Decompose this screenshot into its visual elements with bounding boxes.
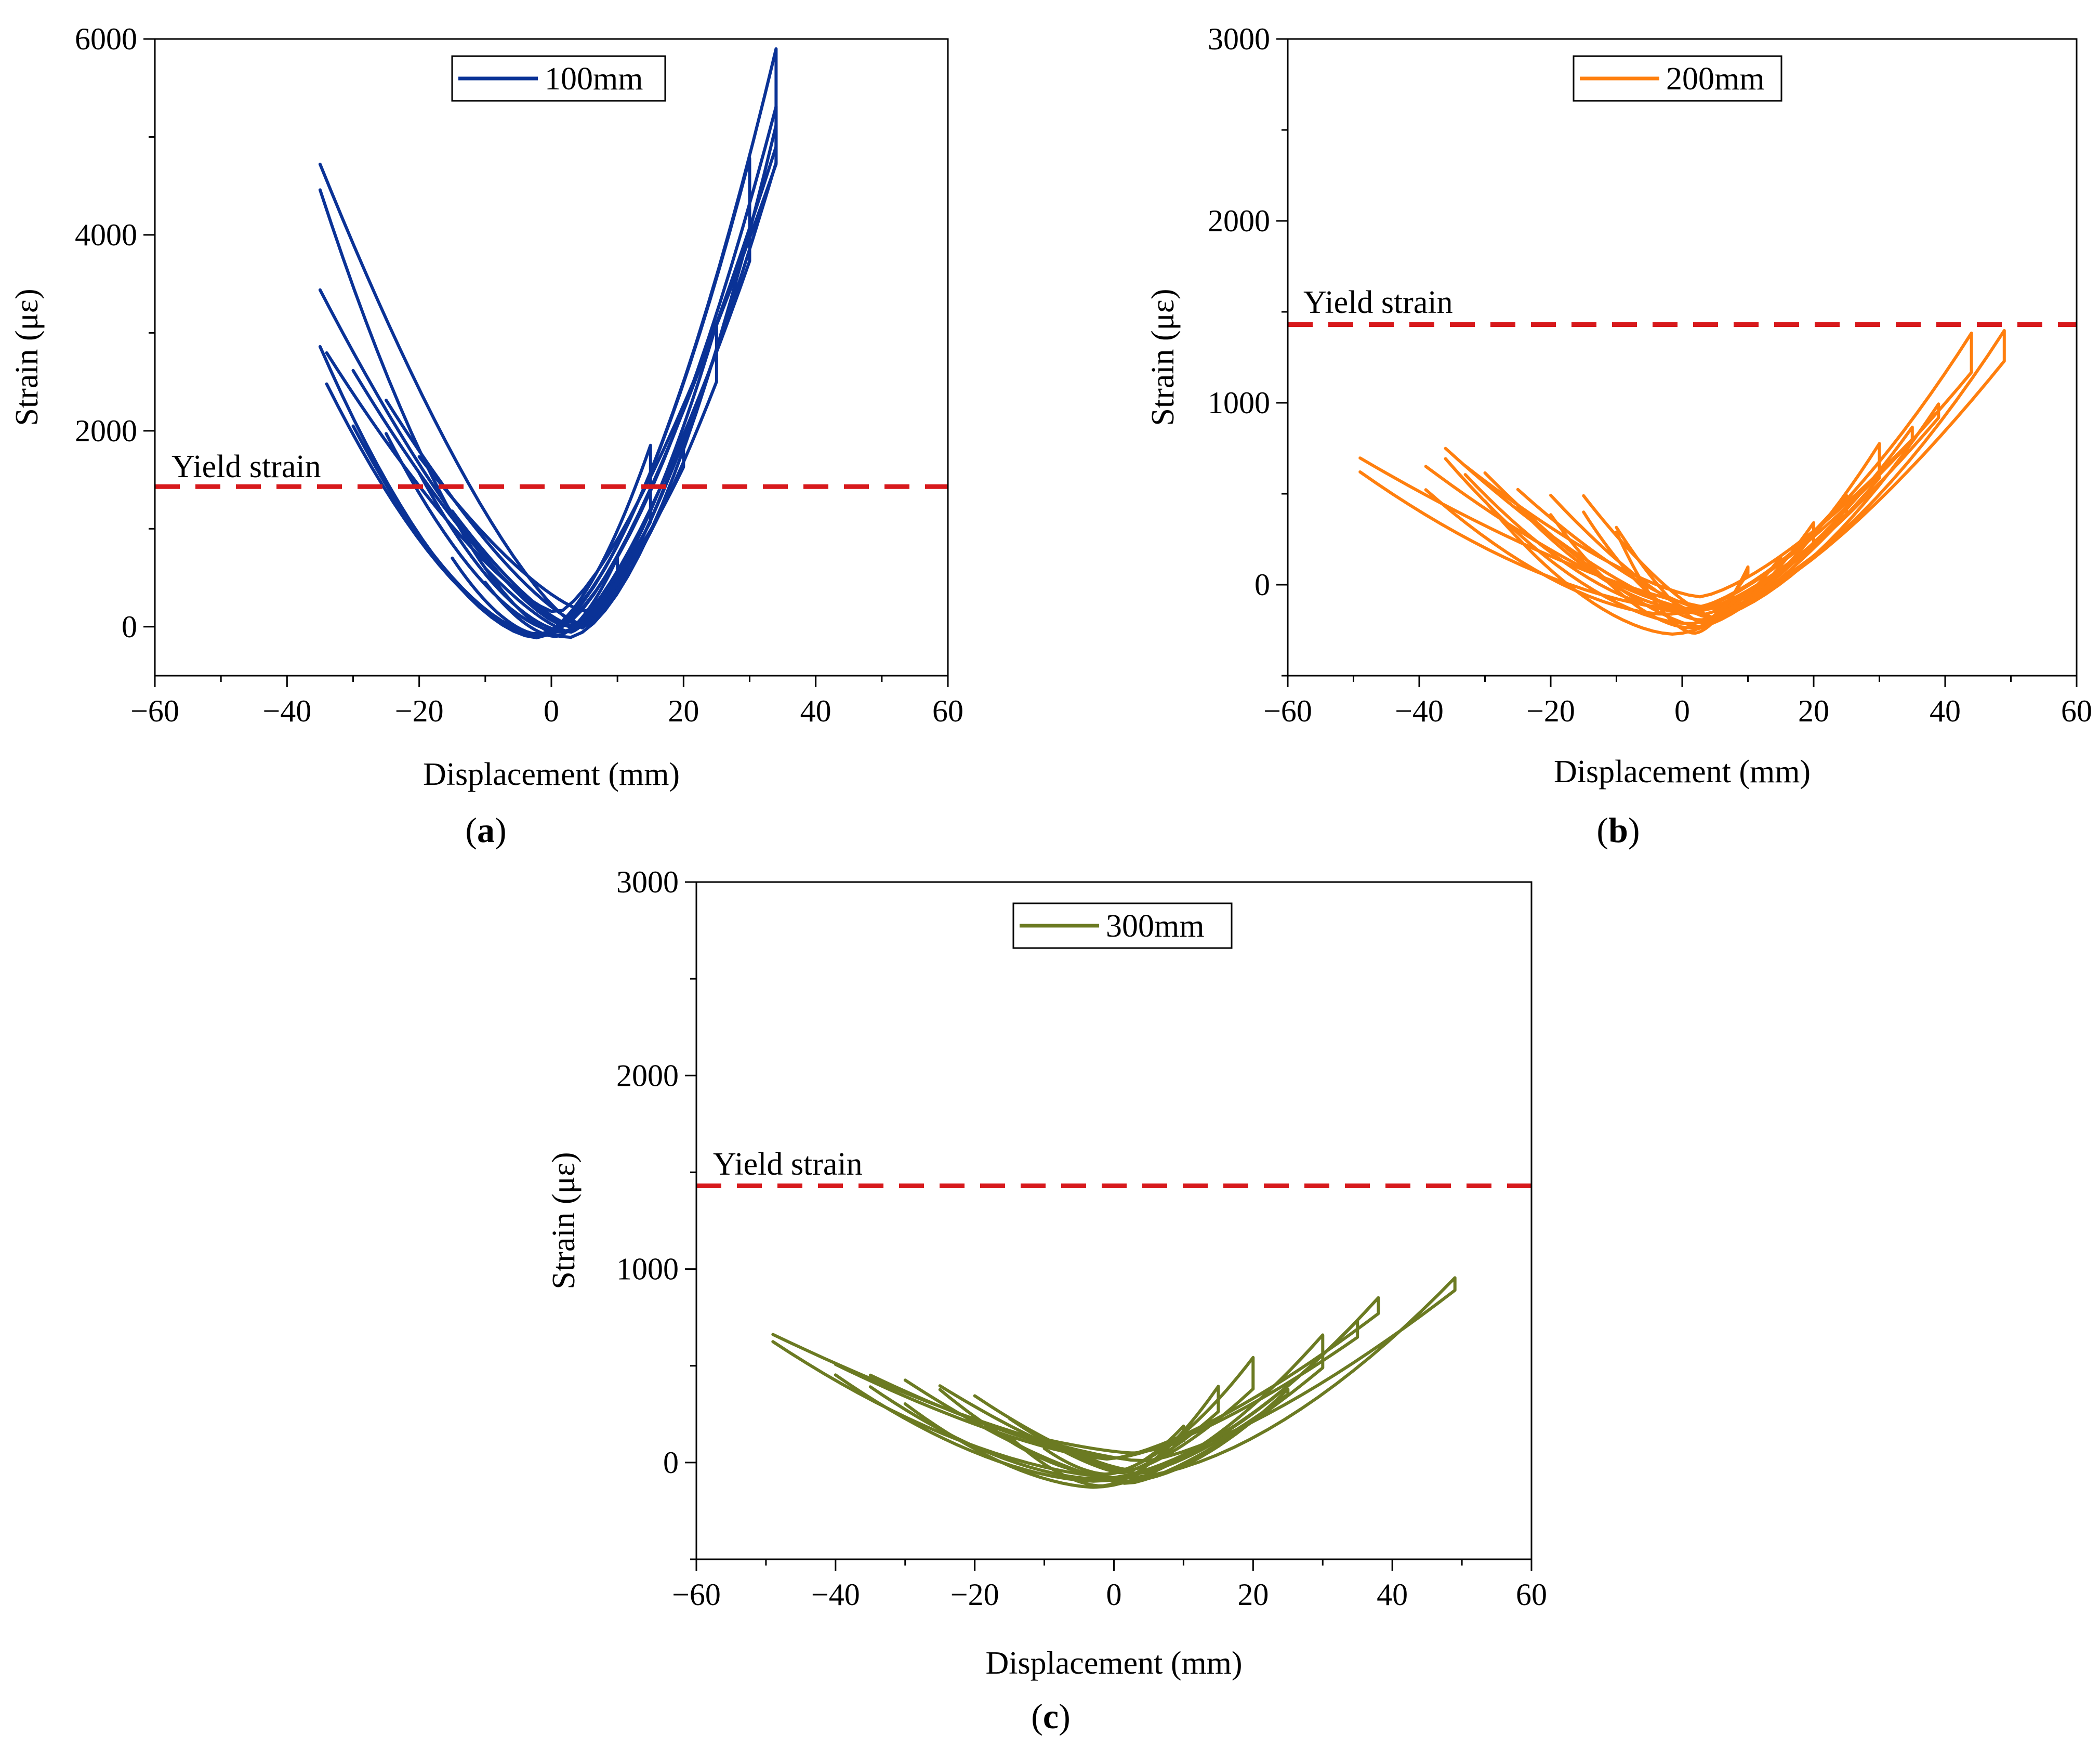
hysteresis-loop <box>1358 329 2006 612</box>
hysteresis-loop <box>1042 1424 1185 1476</box>
x-tick-label: −20 <box>395 694 444 728</box>
y-tick-label: 4000 <box>75 218 137 252</box>
y-tick-label: 1000 <box>616 1252 679 1286</box>
panel-b-x-axis-label: Displacement (mm) <box>1554 754 1811 790</box>
panel-c-curves <box>771 1276 1457 1489</box>
x-tick-label: −20 <box>1526 694 1575 728</box>
panel-b-yield-label: Yield strain <box>1303 285 1453 320</box>
y-tick-label: 6000 <box>75 22 137 56</box>
hysteresis-loop <box>483 556 619 638</box>
panel-c-caption-letter: c <box>1043 1697 1059 1736</box>
hysteresis-loop <box>1516 488 1848 611</box>
x-tick-label: 60 <box>932 694 963 728</box>
y-tick-label: 1000 <box>1208 386 1270 420</box>
y-tick-label: 2000 <box>75 414 137 448</box>
hysteresis-loop <box>868 1319 1359 1481</box>
x-tick-label: −60 <box>130 694 179 728</box>
x-tick-label: 60 <box>2061 694 2092 728</box>
panel-a-x-axis-label: Displacement (mm) <box>423 757 680 792</box>
y-tick-label: 0 <box>1254 568 1270 602</box>
x-tick-label: 40 <box>800 694 831 728</box>
panel-a-ticks: −60 −40 −20 0 20 40 60 0 2000 4000 6000 <box>75 22 963 728</box>
y-tick-label: 0 <box>663 1445 679 1480</box>
hysteresis-loop <box>417 434 685 634</box>
x-tick-label: 40 <box>1377 1577 1408 1612</box>
panel-c-ticks: −60 −40 −20 0 20 40 60 0 1000 2000 3000 <box>616 865 1547 1612</box>
x-tick-label: 40 <box>1930 694 1961 728</box>
panel-b-caption: (b) <box>1596 810 1640 850</box>
hysteresis-loop <box>973 1356 1255 1476</box>
x-tick-label: −40 <box>262 694 311 728</box>
panel-c: Yield strain −60 −40 −20 0 20 40 60 0 1000 2000 30… <box>546 865 1547 1736</box>
y-tick-label: 3000 <box>1208 22 1270 56</box>
panel-c-y-axis-label: Strain (με) <box>546 1152 582 1289</box>
x-tick-label: −40 <box>1395 694 1444 728</box>
x-tick-label: 0 <box>1674 694 1690 728</box>
x-tick-label: 0 <box>1106 1577 1122 1612</box>
panel-c-legend-label: 300mm <box>1106 909 1204 944</box>
y-tick-label: 2000 <box>616 1058 679 1093</box>
panel-c-legend: 300mm <box>1012 902 1233 949</box>
panel-b-curves <box>1358 329 2006 636</box>
panel-b-caption-letter: b <box>1608 810 1628 850</box>
hysteresis-loop <box>351 156 751 636</box>
hysteresis-loop <box>318 124 778 639</box>
panel-b-legend-label: 200mm <box>1666 61 1764 97</box>
x-tick-label: −60 <box>1263 694 1312 728</box>
x-tick-label: −40 <box>811 1577 860 1612</box>
hysteresis-loop <box>771 1276 1457 1480</box>
hysteresis-loop <box>1008 1385 1220 1488</box>
panel-a-yield-label: Yield strain <box>171 449 321 484</box>
x-tick-label: 0 <box>544 694 559 728</box>
panel-b-y-axis-label: Strain (με) <box>1145 288 1181 426</box>
panel-a-legend-label: 100mm <box>545 61 643 97</box>
x-tick-label: −60 <box>672 1577 721 1612</box>
hysteresis-loop <box>1615 525 1750 635</box>
y-tick-label: 0 <box>122 610 137 644</box>
panel-b-plot-frame <box>1287 38 2078 677</box>
x-tick-label: 20 <box>1798 694 1829 728</box>
panel-b: Yield strain −60 −40 −20 0 20 40 60 0 1000 2000 30… <box>1145 22 2092 850</box>
x-tick-label: 20 <box>668 694 699 728</box>
panel-a: Yield strain −60 −40 −20 0 20 40 60 0 2000 4000 60… <box>9 22 963 850</box>
panel-b-legend: 200mm <box>1573 55 1782 102</box>
y-tick-label: 3000 <box>616 865 679 899</box>
panel-a-curves <box>318 47 778 640</box>
x-tick-label: 60 <box>1516 1577 1547 1612</box>
panel-a-plot-frame <box>154 38 949 677</box>
panel-a-y-axis-label: Strain (με) <box>9 288 45 426</box>
panel-a-legend: 100mm <box>451 55 666 102</box>
hysteresis-loop <box>1444 402 1940 625</box>
hysteresis-loop <box>834 1296 1380 1483</box>
panel-a-caption-letter: a <box>477 810 495 850</box>
panel-b-ticks: −60 −40 −20 0 20 40 60 0 1000 2000 3000 <box>1208 22 2092 728</box>
panel-c-yield-label: Yield strain <box>713 1147 863 1182</box>
hysteresis-loop <box>451 443 652 636</box>
x-tick-label: −20 <box>950 1577 999 1612</box>
x-tick-label: 20 <box>1237 1577 1269 1612</box>
panel-a-caption: (a) <box>465 810 506 850</box>
y-tick-label: 2000 <box>1208 204 1270 238</box>
panel-c-x-axis-label: Displacement (mm) <box>985 1646 1242 1681</box>
panel-c-caption: (c) <box>1031 1697 1071 1736</box>
